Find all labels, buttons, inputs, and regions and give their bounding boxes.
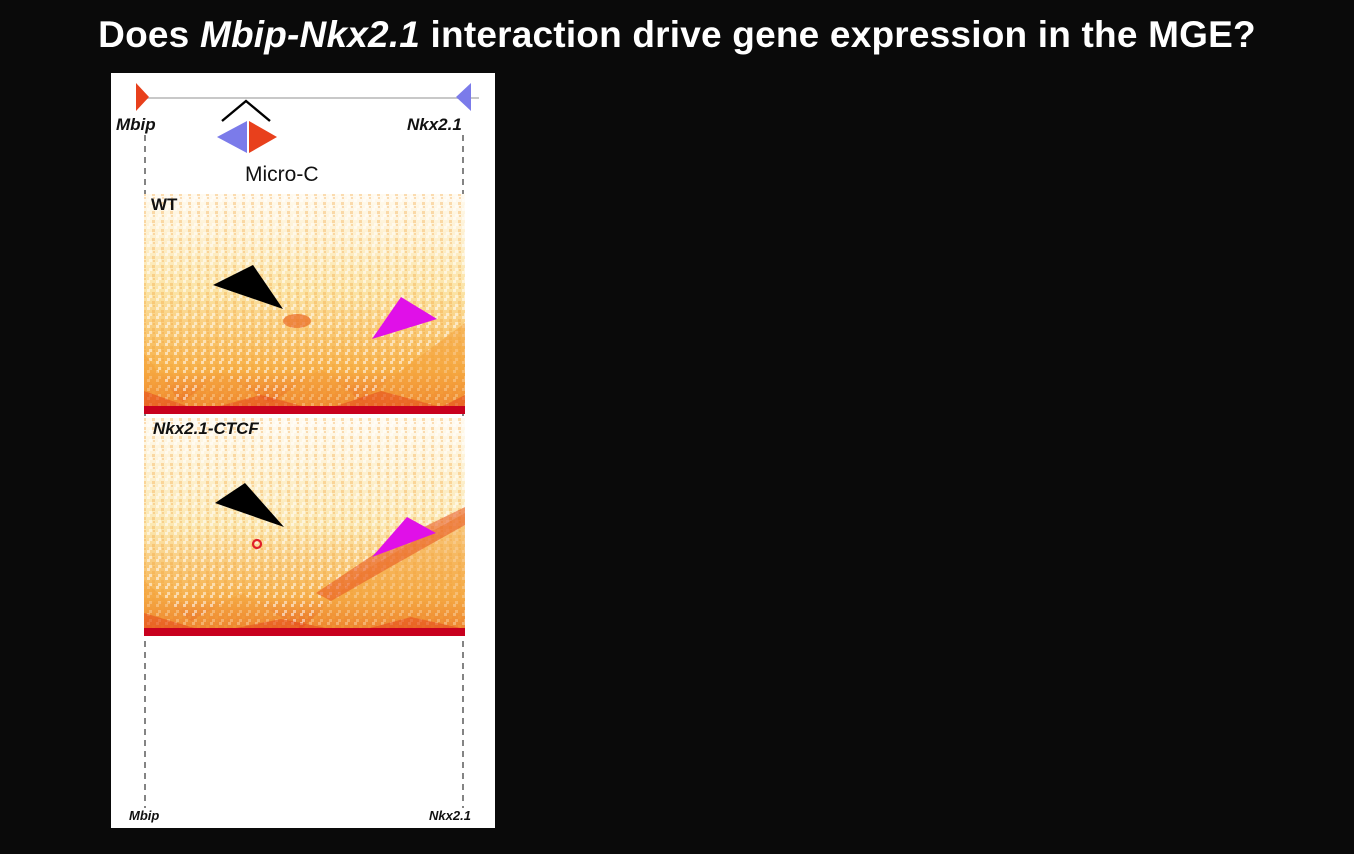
loop-pointer-icon	[213, 265, 283, 309]
mutant-panel-label: Nkx2.1-CTCF	[153, 419, 259, 438]
top-left-gene-label: Mbip	[116, 115, 156, 134]
wt-panel-label: WT	[151, 195, 178, 214]
assay-label: Micro-C	[245, 163, 319, 186]
wt-contact-map	[144, 194, 465, 414]
slide-title: Does Mbip-Nkx2.1 interaction drive gene …	[0, 14, 1354, 56]
title-prefix: Does	[98, 14, 200, 55]
top-right-gene-label: Nkx2.1	[407, 115, 462, 134]
title-suffix: interaction drive gene expression in the…	[420, 14, 1256, 55]
stripe-pointer-icon	[372, 517, 436, 557]
micro-c-figure: Mbip Nkx2.1 Micro-C WT Nkx2.1-CTCF Mbip …	[111, 73, 495, 828]
figure-graphics	[136, 83, 479, 808]
ctcf-forward-arrow-icon	[249, 121, 277, 153]
ctcf-reverse-arrow-icon	[217, 121, 247, 153]
bottom-left-gene-label: Mbip	[129, 808, 160, 823]
bottom-right-gene-label: Nkx2.1	[429, 808, 471, 823]
ctcf-forward-arrow-icon	[136, 83, 149, 111]
loop-arc-icon	[221, 99, 271, 122]
ctcf-reverse-arrow-icon	[456, 83, 471, 111]
lost-contact-marker-icon	[251, 538, 263, 550]
title-gene-pair: Mbip-Nkx2.1	[199, 14, 421, 55]
loop-pointer-icon	[215, 483, 284, 527]
stripe-pointer-icon	[372, 297, 437, 339]
